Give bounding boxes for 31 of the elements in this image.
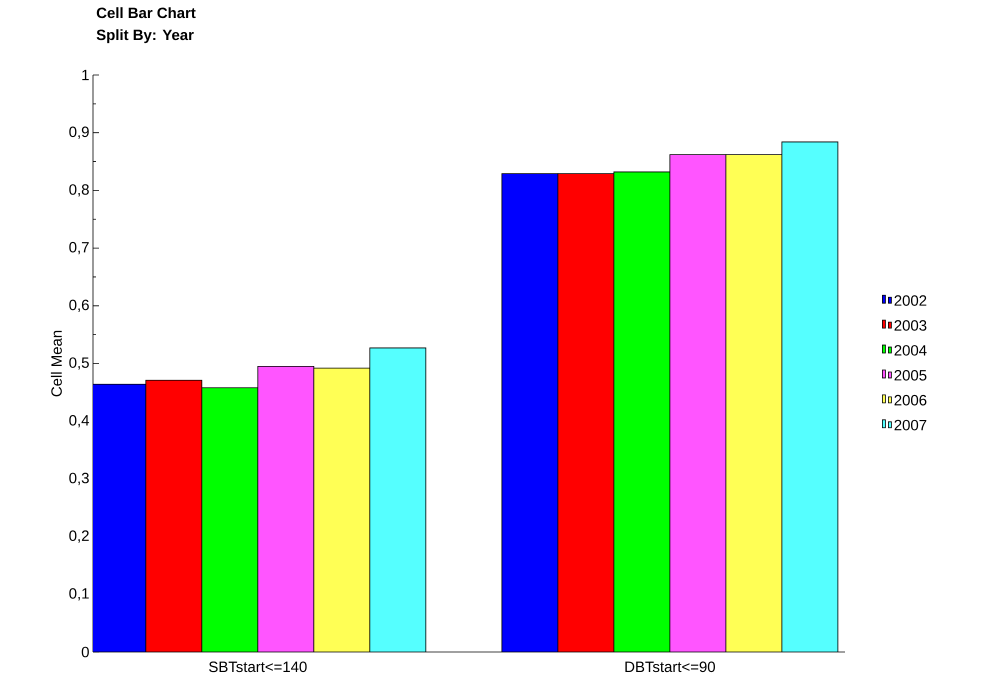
legend-label: 2002 — [894, 295, 926, 306]
y-tick-label: 0,1 — [69, 588, 89, 600]
bar — [258, 366, 314, 652]
bar — [781, 142, 838, 652]
y-tick-label: 0 — [82, 646, 89, 658]
bar — [669, 154, 726, 652]
y-tick-label: 0,5 — [69, 357, 89, 370]
x-tick-label: DBTstart<=90 — [625, 662, 715, 672]
y-tick-label: 0,9 — [69, 126, 89, 139]
legend-label: 2003 — [894, 320, 926, 331]
bar — [202, 388, 258, 652]
y-tick-label: 0,3 — [69, 472, 89, 486]
legend-label: 2007 — [894, 420, 926, 430]
chart-title: Cell Bar Chart — [96, 7, 196, 18]
y-axis-title: Cell Mean — [50, 330, 62, 396]
y-tick-label: 0,8 — [69, 184, 89, 197]
bar — [557, 173, 614, 652]
y-tick-label: 0,6 — [69, 300, 89, 312]
y-tick-label: 1 — [82, 70, 89, 80]
x-tick-label: SBTstart<=140 — [209, 662, 307, 672]
bar — [370, 348, 426, 652]
legend-label: 2004 — [894, 345, 927, 356]
chart-subtitle: Split By: Year — [96, 29, 194, 44]
bar — [725, 154, 782, 652]
legend-label: 2006 — [894, 394, 926, 406]
y-tick-label: 0,7 — [69, 242, 89, 254]
legend-label: 2005 — [894, 370, 926, 381]
bar — [314, 368, 370, 652]
y-tick-label: 0,2 — [69, 530, 89, 543]
bar — [613, 172, 670, 652]
y-tick-label: 0,4 — [69, 415, 90, 428]
